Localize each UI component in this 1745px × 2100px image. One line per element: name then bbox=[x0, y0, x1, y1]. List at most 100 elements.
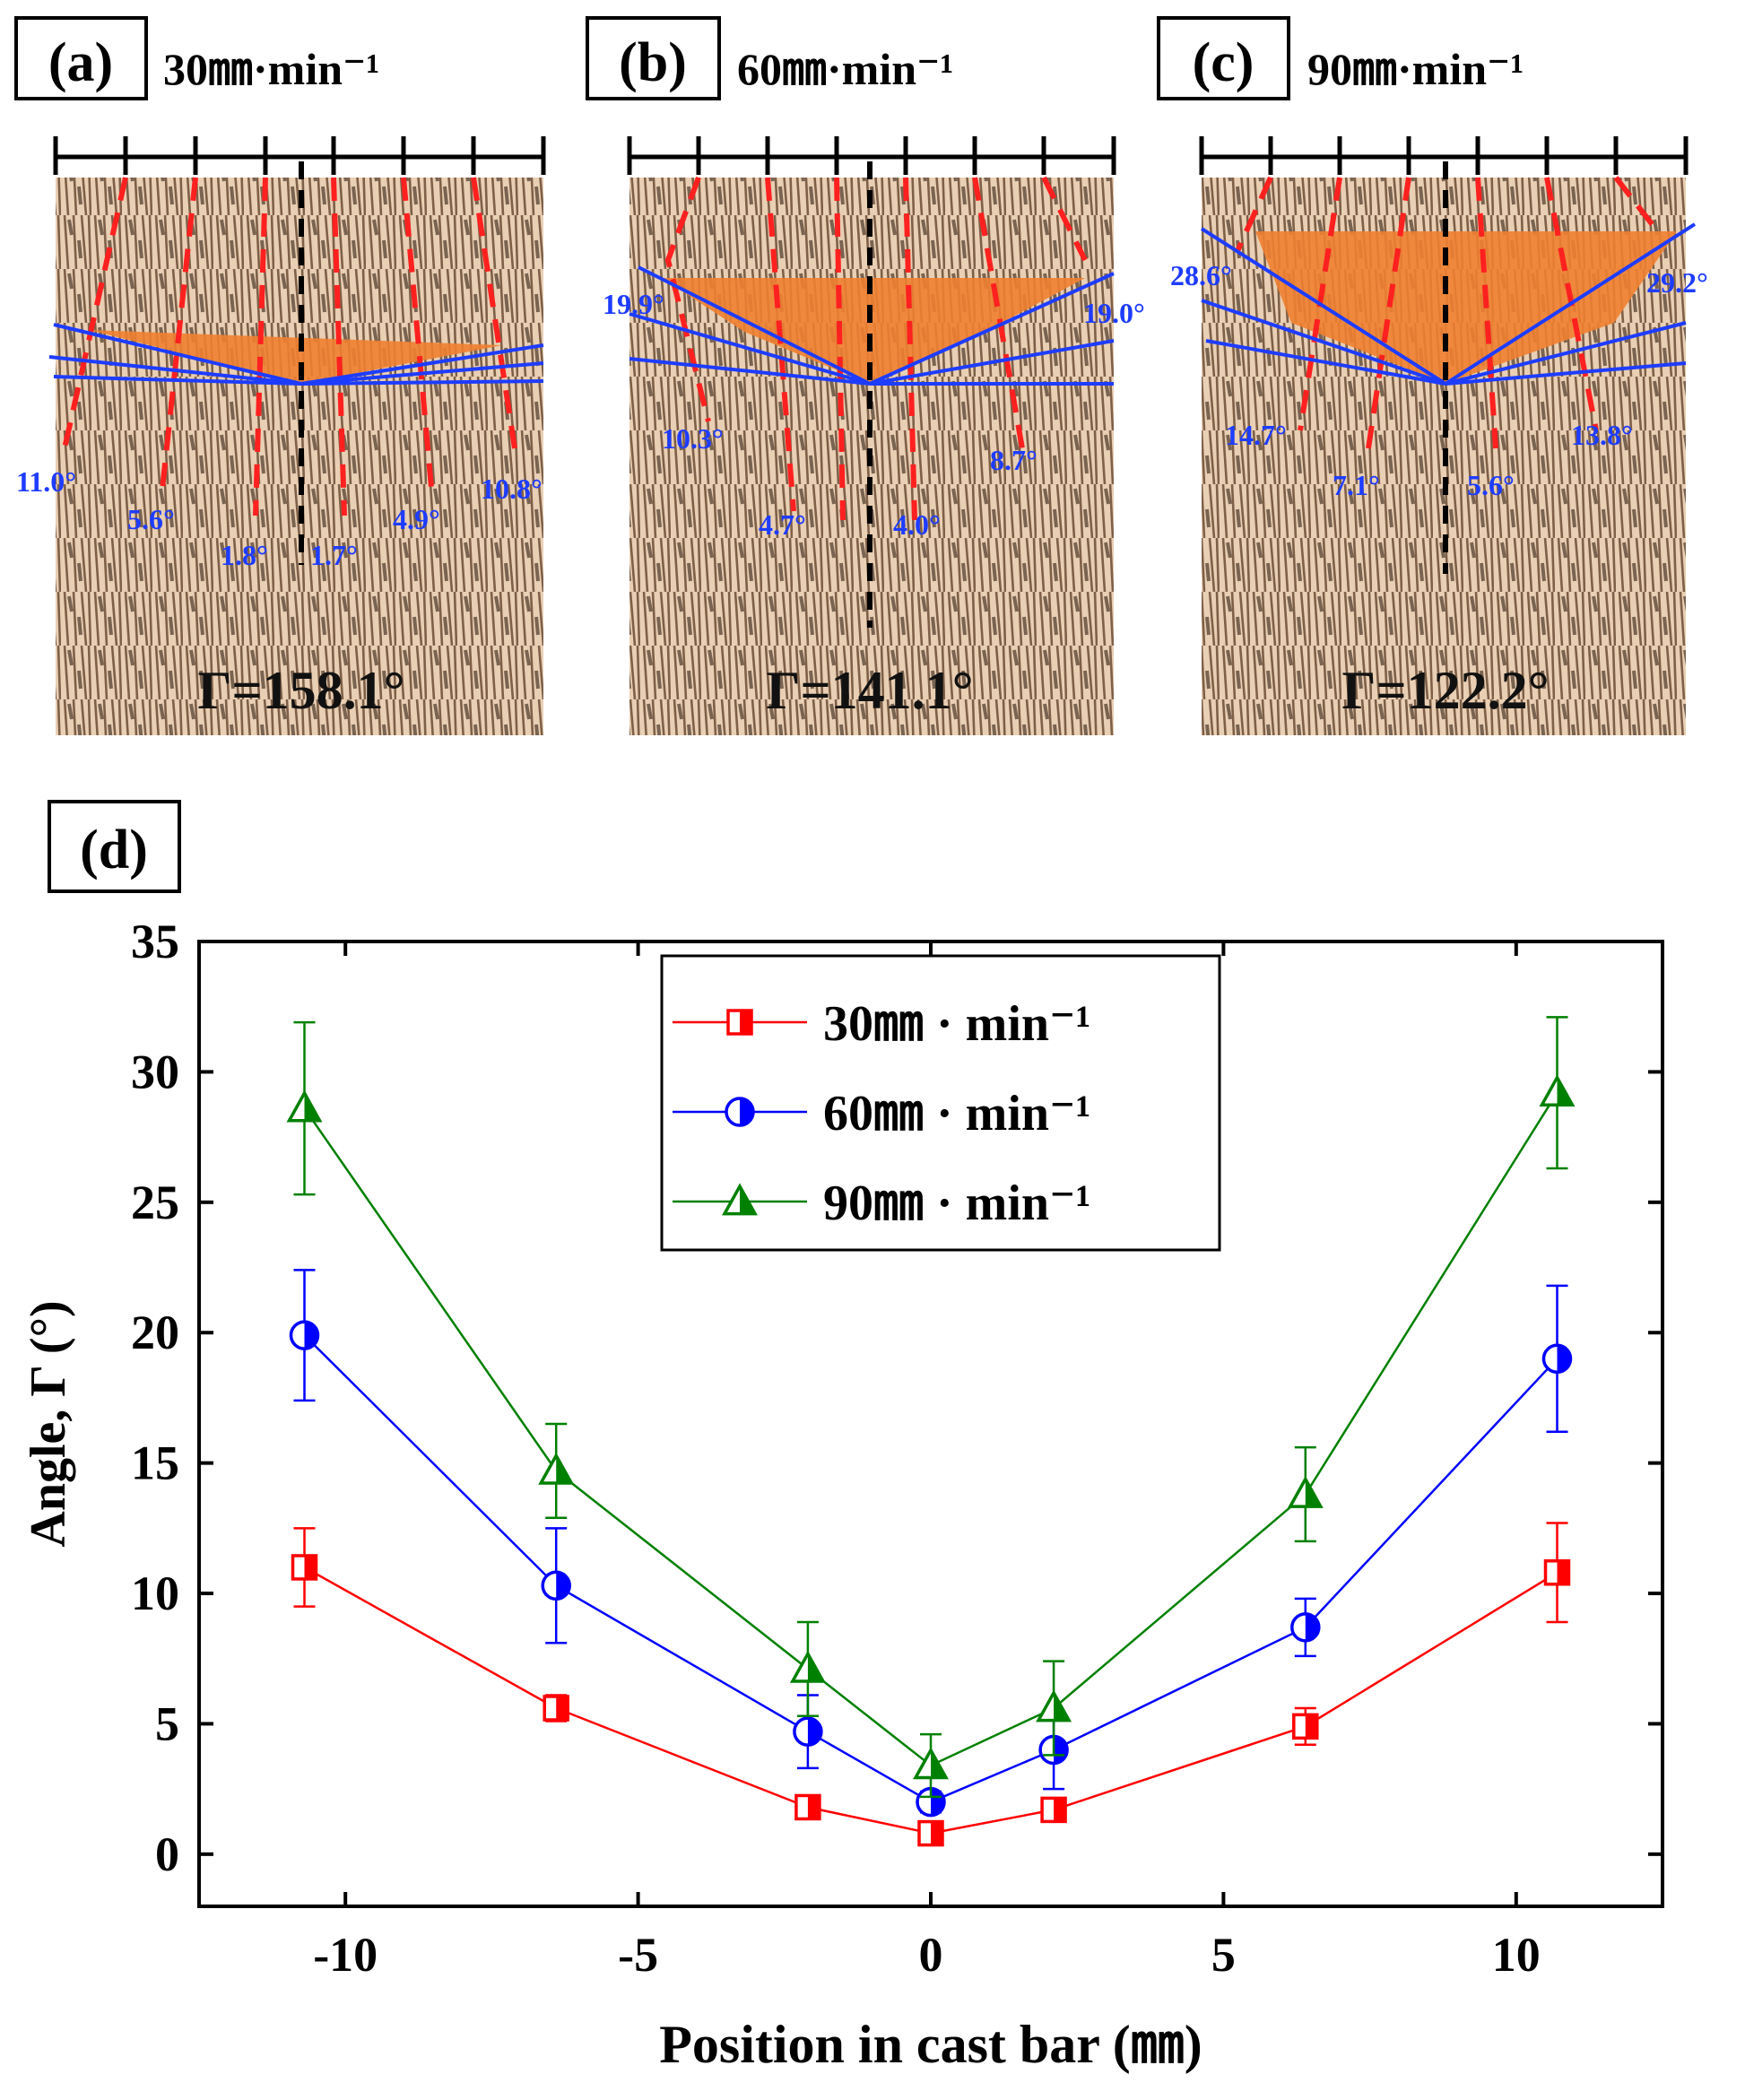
series-line bbox=[303, 1334, 1558, 1804]
marker-fill bbox=[1557, 1345, 1571, 1373]
data-point bbox=[917, 1819, 944, 1847]
micrograph-panel-b: (b) 60㎜·min⁻¹ 19.9° 10.3° 4.7° 4.0° 8.7°… bbox=[586, 16, 1145, 735]
marker-fill bbox=[1054, 1798, 1066, 1822]
x-axis: -10 -5 0 5 10 bbox=[313, 942, 1541, 1982]
marker-fill bbox=[740, 1186, 755, 1214]
data-point bbox=[793, 1716, 823, 1747]
legend-item: 60㎜ · min⁻¹ bbox=[673, 1086, 1090, 1141]
x-tick-label: -10 bbox=[313, 1928, 378, 1982]
panel-a-gamma-label: Γ=158.1° bbox=[197, 661, 404, 720]
legend-label: 60㎜ · min⁻¹ bbox=[823, 1086, 1090, 1141]
marker-fill bbox=[556, 1572, 570, 1600]
data-point bbox=[1290, 1612, 1321, 1643]
marker-fill bbox=[556, 1696, 569, 1720]
panel-c-label-box bbox=[1157, 16, 1290, 100]
marker-fill bbox=[304, 1322, 318, 1349]
micrograph-panel-a: (a) 30㎜·min⁻¹ 11.0° 5.6° 1.8° 1.7° 4.9° … bbox=[14, 16, 546, 735]
x-tick-label: -5 bbox=[618, 1928, 658, 1982]
y-tick-label: 30 bbox=[131, 1045, 179, 1098]
data-point bbox=[286, 1089, 323, 1123]
panel-b-scale-ruler bbox=[627, 136, 1116, 175]
marker-fill bbox=[1305, 1714, 1317, 1739]
series-1 bbox=[291, 1522, 1571, 1847]
y-tick-label: 35 bbox=[131, 915, 179, 968]
legend-marker bbox=[726, 1009, 753, 1036]
legend-item: 30㎜ · min⁻¹ bbox=[673, 996, 1090, 1052]
marker-fill bbox=[556, 1455, 572, 1483]
panel-a-speed-label: 30㎜·min⁻¹ bbox=[163, 44, 379, 94]
marker-fill bbox=[304, 1093, 320, 1121]
y-axis-label: Angle, Γ (°) bbox=[21, 1300, 76, 1547]
angle-label: 14.7° bbox=[1225, 419, 1287, 451]
panel-b-label: (b) bbox=[619, 32, 687, 93]
data-point bbox=[1539, 1074, 1576, 1107]
x-axis-label: Position in cast bar (㎜) bbox=[659, 2015, 1202, 2074]
angle-label: 4.0° bbox=[893, 508, 941, 541]
angle-label: 4.7° bbox=[759, 508, 806, 541]
marker-fill bbox=[931, 1749, 946, 1778]
angle-label: 1.8° bbox=[221, 539, 268, 571]
legend-label: 90㎜ · min⁻¹ bbox=[823, 1176, 1090, 1231]
panel-a-label: (a) bbox=[48, 32, 113, 93]
angle-label: 5.6° bbox=[1467, 469, 1515, 501]
panel-b-gamma-label: Γ=141.1° bbox=[766, 661, 973, 720]
y-tick-label: 0 bbox=[155, 1827, 179, 1881]
panel-c-gamma-label: Γ=122.2° bbox=[1341, 661, 1549, 720]
angle-label: 10.3° bbox=[662, 422, 724, 455]
legend-label: 30㎜ · min⁻¹ bbox=[823, 996, 1090, 1052]
panel-a-label-box bbox=[14, 16, 148, 100]
data-point bbox=[1541, 1343, 1573, 1375]
angle-label: 13.8° bbox=[1571, 419, 1633, 451]
panel-a-tangent-lines bbox=[48, 323, 544, 386]
x-tick-label: 5 bbox=[1211, 1928, 1236, 1982]
marker-fill bbox=[807, 1718, 821, 1746]
y-tick-label: 15 bbox=[131, 1436, 179, 1490]
data-point bbox=[291, 1554, 318, 1581]
marker-fill bbox=[1305, 1613, 1319, 1641]
data-point bbox=[1036, 1689, 1072, 1723]
data-point bbox=[913, 1747, 949, 1780]
marker-fill bbox=[1054, 1692, 1070, 1721]
data-point bbox=[289, 1320, 320, 1350]
marker-fill bbox=[807, 1795, 820, 1819]
panel-b-mushy-zone bbox=[662, 278, 1085, 384]
chart-panel-d: (d) 0 5 10 15 20 25 30 35 -10 -5 0 5 10 Angle, Γ (°… bbox=[21, 800, 1664, 2074]
data-point bbox=[1543, 1559, 1571, 1586]
y-tick-label: 10 bbox=[131, 1566, 179, 1620]
panel-c-mushy-zone bbox=[1255, 231, 1677, 384]
y-tick-label: 25 bbox=[131, 1176, 179, 1229]
data-point bbox=[1287, 1475, 1324, 1508]
marker-fill bbox=[1557, 1077, 1573, 1106]
legend-marker bbox=[725, 1097, 755, 1127]
angle-label: 19.0° bbox=[1083, 297, 1145, 329]
panel-d-label: (d) bbox=[80, 820, 148, 881]
panel-b-speed-label: 60㎜·min⁻¹ bbox=[737, 44, 953, 94]
panel-c-speed-label: 90㎜·min⁻¹ bbox=[1307, 44, 1524, 94]
data-point bbox=[538, 1452, 575, 1485]
series-layer bbox=[286, 1016, 1576, 1847]
marker-fill bbox=[740, 1098, 753, 1125]
angle-label: 7.1° bbox=[1333, 469, 1380, 501]
marker-fill bbox=[931, 1821, 942, 1845]
angle-label: 5.6° bbox=[127, 503, 175, 535]
data-point bbox=[541, 1570, 571, 1601]
marker-fill bbox=[304, 1555, 317, 1579]
angle-label: 28.6° bbox=[1170, 259, 1232, 291]
x-tick-label: 0 bbox=[919, 1928, 943, 1982]
micrograph-panel-c: (c) 90㎜·min⁻¹ 28.6° 14.7° 7.1° 5.6° 13.8… bbox=[1157, 16, 1708, 735]
angle-label: 29.2° bbox=[1646, 266, 1708, 299]
legend: 30㎜ · min⁻¹ 60㎜ · min⁻¹ 90㎜ · min⁻¹ bbox=[660, 954, 1221, 1252]
angle-label: 10.8° bbox=[481, 473, 543, 505]
y-axis: 0 5 10 15 20 25 30 35 bbox=[131, 915, 1663, 1881]
panel-b-tangent-lines bbox=[629, 265, 1115, 386]
panel-d-label-box bbox=[48, 800, 181, 893]
series-3 bbox=[286, 1016, 1576, 1799]
legend-item: 90㎜ · min⁻¹ bbox=[673, 1176, 1090, 1231]
data-point bbox=[794, 1793, 821, 1821]
marker-fill bbox=[1557, 1560, 1569, 1584]
marker-fill bbox=[931, 1788, 945, 1816]
marker-fill bbox=[1305, 1479, 1321, 1507]
y-tick-label: 20 bbox=[131, 1306, 179, 1359]
panel-a-angle-labels: 11.0° 5.6° 1.8° 1.7° 4.9° 10.8° bbox=[16, 465, 543, 571]
